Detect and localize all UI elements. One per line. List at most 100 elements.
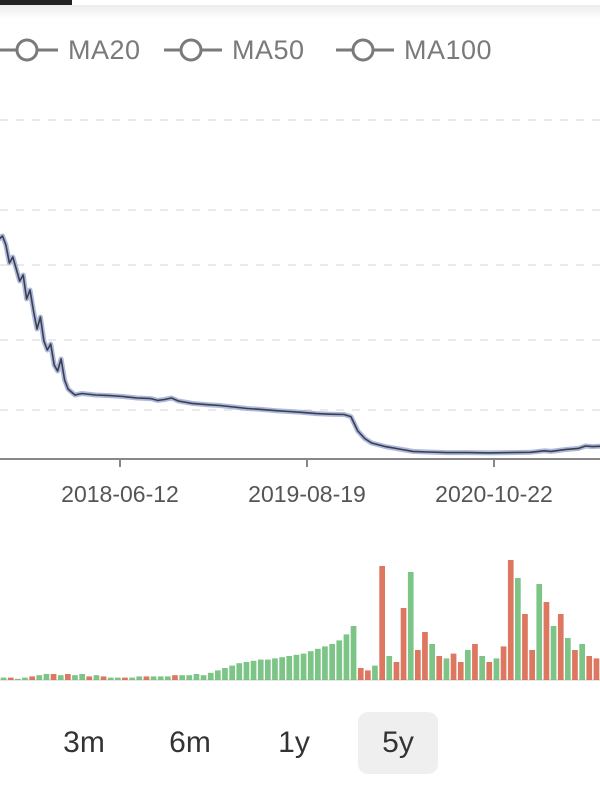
volume-bar: [122, 677, 128, 680]
volume-bar: [343, 634, 350, 680]
volume-bar: [93, 675, 100, 680]
volume-bar: [407, 572, 414, 680]
volume-bar: [57, 675, 64, 680]
line-circle-icon: [336, 35, 394, 65]
volume-bar: [143, 676, 150, 680]
volume-bar: [250, 660, 257, 680]
volume-bar: [557, 614, 564, 680]
volume-bar: [500, 646, 507, 680]
volume-bar: [336, 640, 343, 680]
volume-bar: [307, 651, 314, 680]
volume-bar: [7, 677, 14, 680]
volume-bar: [157, 676, 164, 680]
volume-bar: [386, 656, 393, 680]
volume-bar: [272, 658, 278, 680]
legend-label-ma20: MA20: [68, 34, 141, 65]
volume-bar: [415, 650, 421, 680]
volume-bar: [43, 674, 50, 680]
volume-bar: [522, 614, 528, 680]
x-axis: 2018-06-12 2019-08-19 2020-10-22: [0, 458, 600, 507]
range-button-3m[interactable]: 3m: [63, 726, 105, 759]
volume-bar: [129, 677, 135, 680]
volume-bar: [457, 662, 464, 680]
volume-bar: [422, 632, 428, 680]
volume-bar: [293, 654, 300, 680]
legend-item-ma50[interactable]: MA50: [164, 30, 305, 70]
volume-bar: [136, 676, 143, 680]
volume-bar: [257, 659, 264, 680]
x-tick-label: 2019-08-19: [248, 481, 366, 507]
volume-bar: [350, 626, 357, 680]
line-circle-icon: [164, 35, 222, 65]
legend-label-ma50: MA50: [232, 34, 305, 65]
toolbar-shadow: [0, 5, 600, 19]
volume-bar: [265, 659, 271, 680]
volume-bar: [593, 658, 600, 680]
volume-bar: [200, 675, 207, 680]
volume-bar: [329, 644, 335, 680]
volume-bar: [229, 665, 235, 680]
volume-bar: [215, 670, 221, 680]
volume-bar: [365, 670, 371, 680]
volume-bar: [15, 678, 21, 680]
volume-bar: [100, 676, 107, 680]
volume-bar: [586, 656, 593, 680]
volume-bar: [243, 662, 250, 680]
volume-bar: [29, 676, 35, 680]
volume-bar: [79, 674, 85, 680]
volume-bar: [493, 658, 500, 680]
range-button-5y[interactable]: 5y: [358, 712, 438, 774]
range-button-1y[interactable]: 1y: [278, 726, 310, 759]
volume-bar: [579, 644, 585, 680]
volume-bar: [322, 646, 328, 680]
volume-bar: [279, 657, 285, 680]
volume-bar: [372, 665, 378, 680]
volume-bar: [0, 677, 7, 680]
volume-bar: [115, 677, 121, 680]
range-button-6m[interactable]: 6m: [169, 726, 211, 759]
volume-bar: [357, 668, 364, 680]
volume-bar: [379, 566, 385, 680]
price-line-ma: [0, 233, 600, 456]
volume-bar: [179, 675, 185, 680]
volume-bar: [65, 674, 71, 680]
volume-bar: [165, 676, 171, 680]
volume-bar: [315, 648, 321, 680]
chart-legend: MA20 MA50 MA100: [0, 30, 600, 70]
volume-bar: [86, 676, 93, 680]
volume-bar: [486, 662, 493, 680]
x-tick-label: 2020-10-22: [435, 481, 553, 507]
volume-bar: [479, 656, 485, 680]
volume-bar: [107, 677, 114, 680]
price-line: [0, 235, 600, 454]
volume-bar: [22, 677, 28, 680]
volume-bar: [536, 584, 543, 680]
volume-bar: [400, 608, 407, 680]
volume-bar: [150, 676, 157, 680]
volume-bar: [50, 674, 57, 680]
volume-bar: [72, 675, 78, 680]
volume-bar: [186, 675, 193, 680]
volume-bar: [36, 675, 43, 680]
volume-bar: [236, 663, 243, 680]
volume-bar: [529, 650, 535, 680]
volume-bar: [565, 638, 571, 680]
legend-label-ma100: MA100: [404, 34, 493, 65]
volume-bar: [207, 672, 214, 680]
volume-bar: [572, 650, 578, 680]
volume-bar: [193, 674, 200, 680]
legend-item-ma20[interactable]: MA20: [0, 30, 141, 70]
volume-bar: [550, 626, 557, 680]
price-chart[interactable]: 2018-06-12 2019-08-19 2020-10-22: [0, 80, 600, 700]
active-tab-indicator: [0, 0, 72, 5]
x-tick-label: 2018-06-12: [61, 481, 179, 507]
volume-bar: [172, 675, 178, 680]
legend-item-ma100[interactable]: MA100: [336, 30, 492, 70]
volume-bar: [429, 644, 435, 680]
volume-bar: [450, 653, 457, 680]
time-range-selector: n 3m 6m 1y 5y: [0, 712, 600, 774]
volume-bar: [472, 644, 478, 680]
volume-bar: [507, 560, 514, 680]
volume-bar: [286, 656, 293, 680]
range-button-max[interactable]: n: [0, 712, 20, 774]
